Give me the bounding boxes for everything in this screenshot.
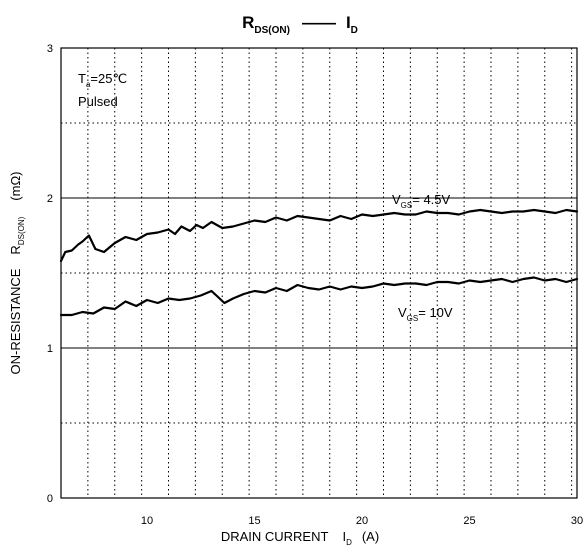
x-tick-label: 30 — [571, 515, 583, 527]
y-tick-label: 2 — [47, 193, 53, 205]
x-tick-label: 25 — [463, 515, 475, 527]
chart-title: RDS(ON) —— ID — [242, 13, 358, 36]
y-tick-label: 3 — [47, 43, 53, 55]
tick-labels: 10 15 20 25 30 0 1 2 3 — [47, 43, 583, 527]
series-label-vgs-10v: VGS= 10V — [398, 305, 453, 323]
series-lines — [59, 208, 579, 317]
y-tick-label: 1 — [47, 343, 53, 355]
condition-temperature: Ta=25℃ — [78, 71, 127, 89]
condition-pulsed: Pulsed — [78, 94, 118, 109]
series-label-vgs-4-5v: VGS= 4.5V — [392, 192, 451, 210]
series-line-vgs-10v — [59, 276, 579, 317]
x-tick-label: 15 — [248, 515, 260, 527]
plot-frame — [60, 47, 578, 499]
y-axis-label: ON-RESISTANCERDS(ON)(mΩ) — [8, 172, 26, 375]
series-line-vgs-4-5v — [59, 208, 579, 263]
x-tick-label: 20 — [356, 515, 368, 527]
y-tick-label: 0 — [47, 493, 53, 505]
grid — [61, 48, 577, 498]
x-axis-label: DRAIN CURRENT ID (A) — [221, 529, 379, 547]
x-tick-label: 10 — [141, 515, 153, 527]
